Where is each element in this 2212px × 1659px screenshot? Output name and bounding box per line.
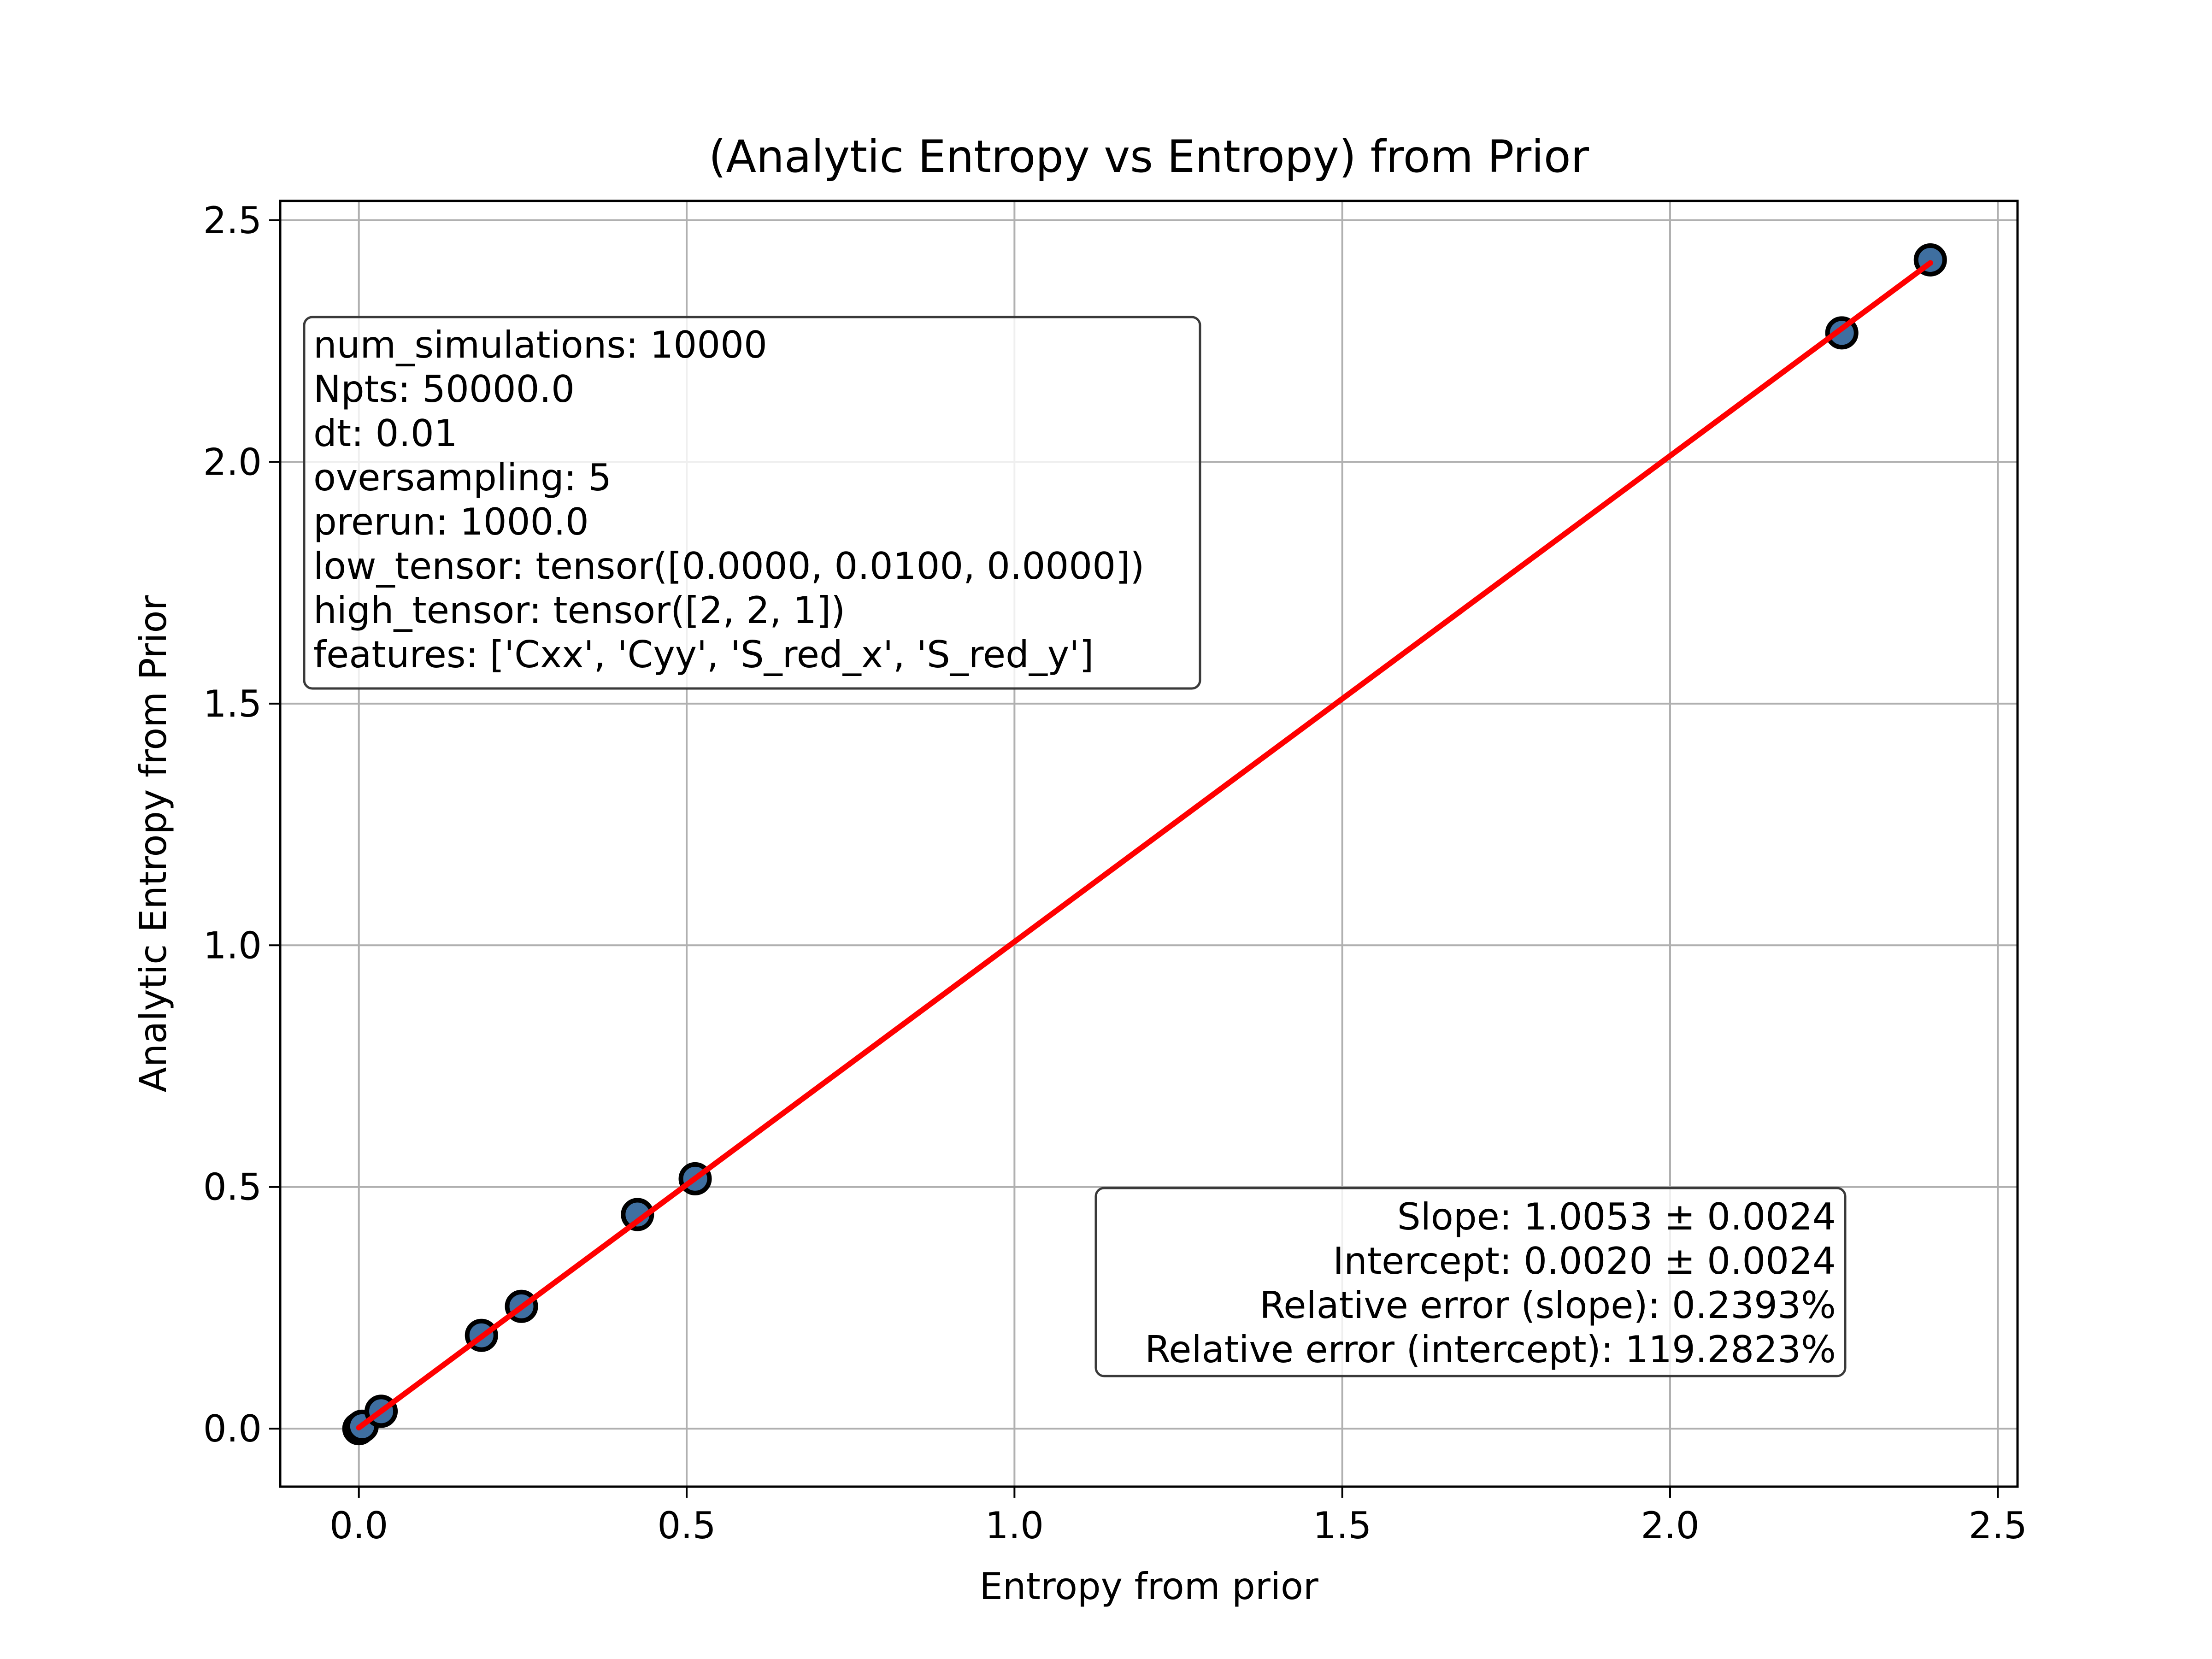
params-box: num_simulations: 10000 Npts: 50000.0 dt: 0…: [303, 316, 1201, 690]
params-line: low_tensor: tensor([0.0000, 0.0100, 0.00…: [313, 545, 1145, 588]
y-tick-label: 1.0: [203, 924, 262, 967]
params-line: high_tensor: tensor([2, 2, 1]): [313, 589, 845, 632]
points-layer: [342, 243, 1947, 1446]
params-line: features: ['Cxx', 'Cyy', 'S_red_x', 'S_r…: [313, 633, 1094, 676]
x-tick-label: 1.0: [985, 1504, 1044, 1547]
params-line: dt: 0.01: [313, 412, 458, 455]
x-axis-ticks: 0.0 0.5 1.0 1.5 2.0 2.5: [329, 1487, 2027, 1547]
data-point: [621, 1198, 654, 1231]
y-tick-label: 1.5: [203, 682, 262, 725]
params-line: num_simulations: 10000: [313, 324, 767, 366]
stats-box: Slope: 1.0053 ± 0.0024 Intercept: 0.0020 …: [1094, 1187, 1847, 1377]
params-text: num_simulations: 10000 Npts: 50000.0 dt: 0…: [313, 324, 1145, 676]
x-tick-label: 0.5: [657, 1504, 716, 1547]
x-axis-label: Entropy from prior: [979, 1565, 1318, 1608]
stats-line: Relative error (slope): 0.2393%: [1259, 1284, 1836, 1327]
y-axis-ticks: 0.0 0.5 1.0 1.5 2.0 2.5: [203, 199, 280, 1450]
x-tick-label: 0.0: [329, 1504, 388, 1547]
y-axis-label: Analytic Entropy from Prior: [132, 595, 175, 1093]
y-tick-label: 0.5: [203, 1166, 262, 1209]
stats-text: Slope: 1.0053 ± 0.0024 Intercept: 0.0020 …: [1145, 1195, 1836, 1371]
fit-line: [356, 260, 1933, 1431]
x-tick-label: 2.0: [1641, 1504, 1699, 1547]
stats-box-frame: [1094, 1187, 1847, 1377]
stats-line: Slope: 1.0053 ± 0.0024: [1397, 1195, 1836, 1238]
stats-line: Relative error (intercept): 119.2823%: [1145, 1328, 1836, 1371]
params-line: oversampling: 5: [313, 456, 612, 499]
x-tick-label: 2.5: [1969, 1504, 2027, 1547]
x-tick-label: 1.5: [1313, 1504, 1371, 1547]
params-line: prerun: 1000.0: [313, 500, 589, 543]
y-tick-label: 0.0: [203, 1407, 262, 1450]
params-box-frame: [303, 316, 1201, 690]
y-tick-label: 2.5: [203, 199, 262, 242]
stats-line: Intercept: 0.0020 ± 0.0024: [1333, 1240, 1836, 1282]
chart-title: (Analytic Entropy vs Entropy) from Prior: [709, 131, 1589, 182]
params-line: Npts: 50000.0: [313, 368, 575, 411]
y-tick-label: 2.0: [203, 441, 262, 483]
plot-frame: [279, 200, 2019, 1488]
